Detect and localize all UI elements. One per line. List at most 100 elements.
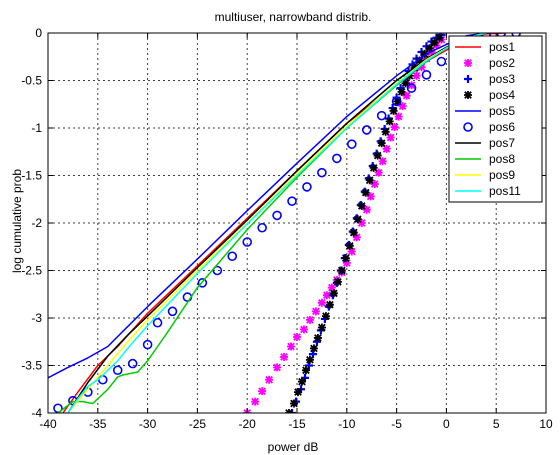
legend-entry-pos7: pos7 (455, 136, 515, 150)
data-point-plus (464, 75, 472, 83)
legend: pos1 pos2 pos3 pos4 pos5 pos6 pos7 pos8 pos9 pos1… (448, 35, 543, 203)
legend-label: pos2 (489, 56, 515, 70)
data-point-asterisk (417, 63, 426, 72)
data-point-asterisk (273, 363, 282, 372)
x-tick-label: -20 (239, 417, 257, 431)
data-point-asterisk (361, 188, 370, 197)
data-point-asterisk (382, 144, 391, 153)
data-point-asterisk (265, 375, 274, 384)
y-tick-label: -0.5 (21, 74, 42, 88)
legend-entry-pos2: pos2 (464, 56, 515, 70)
data-point-asterisk (390, 123, 399, 132)
data-point-asterisk (258, 387, 267, 396)
data-point-asterisk (373, 151, 382, 160)
x-tick-label: 0 (443, 417, 450, 431)
data-point-asterisk (337, 266, 346, 275)
series-group (48, 33, 521, 413)
data-point-asterisk (357, 219, 366, 227)
data-point-asterisk (333, 277, 342, 286)
data-point-asterisk (397, 87, 406, 96)
data-point-asterisk (342, 258, 351, 267)
data-point-circle (463, 122, 473, 132)
legend-entry-pos4: pos4 (464, 88, 515, 102)
data-point-asterisk (327, 283, 336, 292)
data-point-asterisk (386, 133, 395, 142)
data-point-asterisk (317, 298, 326, 307)
data-point-asterisk (401, 79, 410, 88)
data-point-circle (421, 70, 432, 80)
data-point-asterisk (347, 247, 356, 256)
data-point-circle (436, 56, 447, 67)
data-point-asterisk (362, 205, 371, 214)
data-point-circle (167, 306, 178, 317)
y-axis-label: log cumulative prob (10, 169, 24, 273)
data-point-circle (332, 153, 342, 164)
series-pos11 (67, 33, 487, 413)
data-point-circle (302, 182, 312, 192)
data-point-asterisk (398, 102, 407, 111)
data-point-asterisk (394, 112, 403, 121)
data-point-asterisk (293, 333, 301, 341)
data-point-circle (257, 222, 267, 233)
data-point-circle (391, 96, 402, 107)
x-axis-label: power dB (268, 440, 319, 454)
data-point-asterisk (305, 355, 314, 364)
data-point-asterisk (357, 201, 366, 210)
y-tick-label: -1.5 (21, 169, 42, 183)
series-pos7 (67, 33, 487, 413)
data-point-circle (361, 125, 372, 135)
data-point-asterisk (287, 342, 296, 351)
data-point-circle (112, 365, 123, 376)
data-point-circle (287, 196, 297, 206)
series-pos5 (48, 33, 487, 379)
data-point-asterisk (325, 300, 334, 309)
data-point-asterisk (378, 157, 387, 166)
legend-label: pos5 (489, 104, 515, 118)
data-point-asterisk (353, 215, 362, 224)
data-point-asterisk (352, 233, 361, 242)
data-point-asterisk (393, 97, 402, 106)
y-tick-label: 0 (35, 26, 42, 40)
y-tick-label: -4 (31, 406, 42, 420)
legend-label: pos9 (489, 168, 515, 182)
data-point-asterisk (370, 180, 379, 189)
data-point-asterisk (293, 388, 302, 397)
legend-entry-pos3: pos3 (464, 72, 515, 86)
data-point-asterisk (381, 127, 390, 136)
data-point-circle (272, 210, 282, 221)
data-point-asterisk (464, 59, 472, 67)
x-tick-label: -10 (338, 417, 356, 431)
data-point-asterisk (366, 192, 375, 201)
legend-label: pos8 (489, 152, 515, 166)
data-point-circle (212, 265, 223, 276)
data-point-asterisk (305, 315, 314, 324)
data-point-asterisk (301, 366, 310, 375)
data-point-asterisk (435, 33, 444, 42)
legend-entry-pos9: pos9 (455, 168, 515, 182)
legend-label: pos6 (489, 120, 515, 134)
data-point-asterisk (345, 241, 354, 250)
x-tick-label: 5 (493, 417, 500, 431)
x-tick-label: -35 (89, 417, 107, 431)
data-point-asterisk (317, 323, 326, 332)
legend-label: pos3 (489, 72, 515, 86)
data-point-asterisk (402, 91, 411, 100)
data-point-asterisk (290, 399, 299, 408)
y-tick-label: -2 (31, 216, 42, 230)
data-point-circle (376, 110, 387, 121)
y-tick-label: -3 (31, 311, 42, 325)
data-point-circle (406, 83, 417, 93)
legend-label: pos11 (489, 184, 521, 198)
y-tick-label: -2.5 (21, 264, 42, 278)
x-tick-label: -40 (39, 417, 57, 431)
data-point-circle (317, 167, 327, 178)
data-point-asterisk (425, 44, 434, 53)
y-tick-label: -3.5 (21, 359, 42, 373)
data-point-asterisk (299, 325, 308, 334)
data-point-asterisk (374, 168, 383, 177)
x-tick-label: -5 (391, 417, 402, 431)
data-point-circle (142, 339, 153, 350)
data-point-asterisk (349, 228, 358, 237)
x-tick-label: 10 (539, 417, 553, 431)
x-tick-label: -15 (288, 417, 306, 431)
